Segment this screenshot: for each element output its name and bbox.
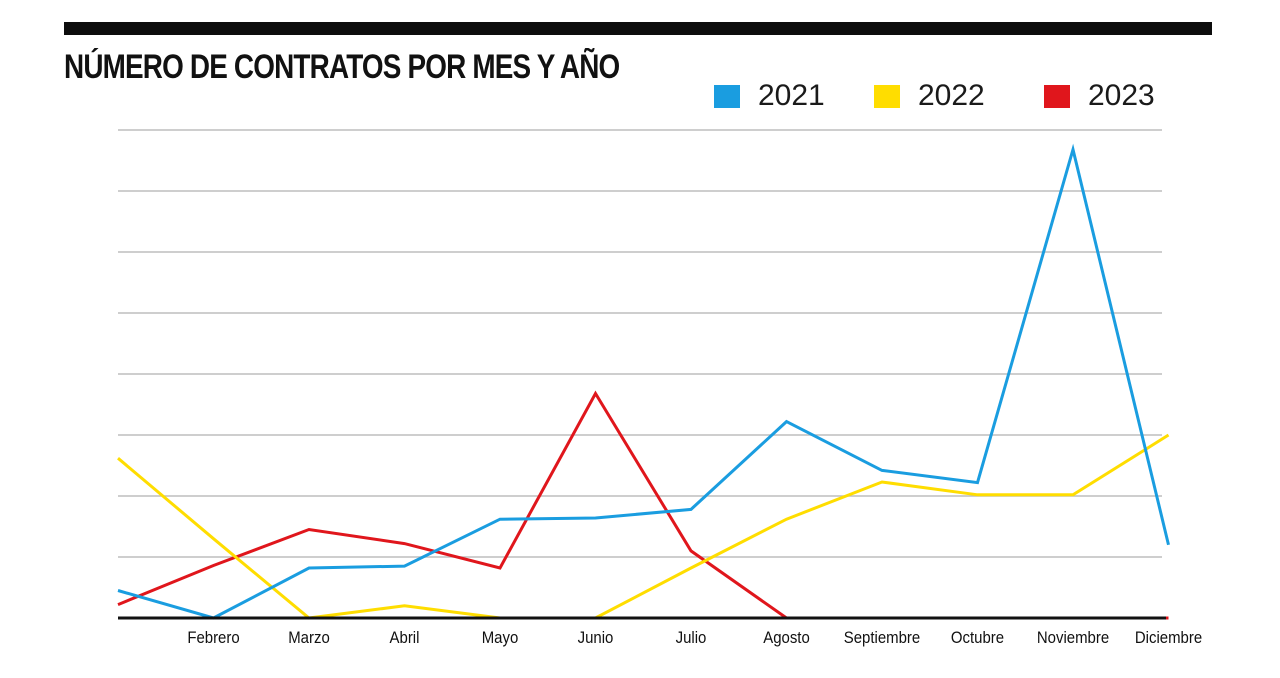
- x-tick-label-marzo: Marzo: [288, 629, 330, 647]
- legend-label-2021: 2021: [758, 79, 825, 112]
- legend-label-2022: 2022: [918, 79, 985, 112]
- x-tick-label-junio: Junio: [578, 629, 614, 647]
- x-tick-label-febrero: Febrero: [187, 629, 239, 647]
- legend-item-2022: 2022: [874, 79, 985, 112]
- series-line-2021: [117, 143, 1170, 620]
- x-tick-labels: Febrero Marzo Abril Mayo Junio Julio Agosto Sep…: [187, 629, 1202, 647]
- x-tick-label-abril: Abril: [390, 629, 420, 647]
- legend-swatch-2023: [1044, 84, 1070, 108]
- x-tick-label-agosto: Agosto: [763, 629, 810, 647]
- chart-title: NÚMERO DE CONTRATOS POR MES Y AÑO: [64, 48, 620, 86]
- legend-swatch-2021: [714, 84, 740, 108]
- x-tick-label-septiembre: Septiembre: [844, 629, 921, 647]
- series-line-2022: [117, 433, 1170, 620]
- x-tick-label-octubre: Octubre: [951, 629, 1004, 647]
- x-tick-label-mayo: Mayo: [482, 629, 519, 647]
- x-tick-label-julio: Julio: [676, 629, 707, 647]
- legend-label-2023: 2023: [1088, 79, 1155, 112]
- x-tick-label-diciembre: Diciembre: [1135, 629, 1202, 647]
- header-bar: [64, 22, 1212, 35]
- legend-swatch-2022: [874, 84, 900, 108]
- series-lines: [117, 143, 1170, 620]
- x-tick-label-noviembre: Noviembre: [1037, 629, 1109, 647]
- legend-item-2023: 2023: [1044, 79, 1155, 112]
- gridlines: [118, 129, 1162, 558]
- legend-item-2021: 2021: [714, 79, 825, 112]
